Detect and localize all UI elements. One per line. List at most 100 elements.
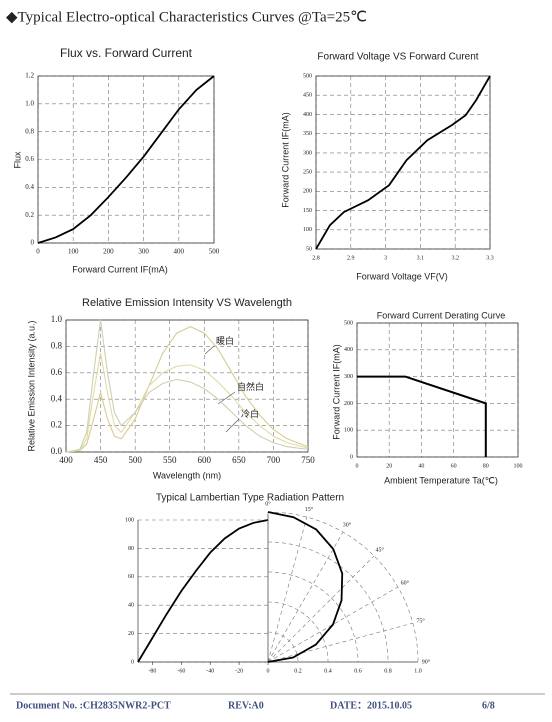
plot-frame bbox=[37, 75, 215, 244]
x-tick-label: 2.9 bbox=[347, 255, 355, 261]
theta-tick-label: 15° bbox=[305, 506, 314, 513]
revision: REV:A0 bbox=[228, 700, 264, 711]
y-tick-label: 0 bbox=[350, 454, 353, 460]
page-number: 6/8 bbox=[482, 700, 495, 711]
x-tick-label: 3.3 bbox=[486, 255, 494, 261]
x-tick-label: 100 bbox=[68, 248, 79, 256]
y-tick-label: 300 bbox=[303, 150, 312, 156]
y-tick-label: 250 bbox=[303, 169, 312, 175]
x-tick-label: 0 bbox=[36, 248, 40, 256]
y-tick-label: 500 bbox=[344, 320, 353, 326]
y-tick-label: 400 bbox=[303, 112, 312, 118]
y-tick-label: 0 bbox=[31, 239, 35, 247]
x-axis-label: Ambient Temperature Ta(℃) bbox=[384, 475, 498, 485]
x-tick-label: 700 bbox=[267, 455, 281, 465]
y-tick-label: 40 bbox=[128, 603, 134, 609]
grid-spoke bbox=[267, 517, 308, 663]
annotation-leader bbox=[225, 418, 240, 433]
data-line bbox=[65, 352, 309, 453]
x-axis-label: Forward Voltage VF(V) bbox=[356, 271, 448, 281]
x-axis-label: Wavelength (nm) bbox=[153, 470, 221, 480]
x-tick-label: 300 bbox=[138, 248, 149, 256]
y-axis-label: Flux bbox=[12, 151, 22, 169]
series-annotation: 自然白 bbox=[237, 381, 264, 392]
x-tick-label: 750 bbox=[301, 455, 315, 465]
theta-tick-label: 30° bbox=[343, 522, 352, 529]
x-tick-label: 80 bbox=[483, 463, 489, 469]
y-tick-label: 300 bbox=[344, 374, 353, 380]
y-tick-label: 100 bbox=[125, 517, 134, 523]
x-tick-label: -80 bbox=[148, 668, 156, 674]
y-tick-label: 20 bbox=[128, 631, 134, 637]
y-tick-label: 0.0 bbox=[51, 446, 63, 456]
grid-spoke bbox=[267, 555, 375, 663]
x-tick-label: 0 bbox=[267, 668, 270, 674]
y-tick-label: 1.2 bbox=[25, 72, 34, 80]
y-tick-label: 400 bbox=[344, 347, 353, 353]
x-tick-label: -40 bbox=[206, 668, 214, 674]
y-tick-label: 450 bbox=[303, 93, 312, 99]
data-line bbox=[137, 519, 269, 663]
y-tick-label: 200 bbox=[303, 189, 312, 195]
data-line bbox=[65, 319, 309, 453]
y-tick-label: 0.2 bbox=[25, 211, 34, 219]
y-tick-label: 0.2 bbox=[51, 420, 62, 430]
y-tick-label: 100 bbox=[303, 227, 312, 233]
grid-spoke bbox=[267, 586, 399, 663]
data-line bbox=[65, 325, 309, 453]
y-tick-label: 0.8 bbox=[51, 340, 63, 350]
y-tick-label: 80 bbox=[128, 546, 134, 552]
document-number: Document No. :CH2835NWR2-PCT bbox=[16, 700, 171, 711]
x-tick-label: 400 bbox=[59, 455, 73, 465]
x-tick-label: 600 bbox=[198, 455, 212, 465]
chart-title: Forward Current Derating Curve bbox=[377, 310, 506, 320]
x-tick-label: 0 bbox=[356, 463, 359, 469]
chart-title: Flux vs. Forward Current bbox=[60, 46, 193, 60]
theta-tick-label: 90° bbox=[422, 658, 431, 665]
grid-arc bbox=[267, 571, 359, 663]
grid-spoke bbox=[267, 622, 413, 663]
chart-title: Relative Emission Intensity VS Wavelengt… bbox=[82, 297, 292, 309]
chart-title: Forward Voltage VS Forward Curent bbox=[317, 52, 478, 63]
x-tick-label: 500 bbox=[209, 248, 220, 256]
y-tick-label: 500 bbox=[303, 73, 312, 79]
data-line bbox=[315, 75, 491, 250]
x-tick-label: 400 bbox=[174, 248, 185, 256]
y-tick-label: 200 bbox=[344, 401, 353, 407]
x-tick-label: 650 bbox=[232, 455, 246, 465]
y-axis-label: Forward Current IF(mA) bbox=[331, 344, 341, 440]
y-tick-label: 100 bbox=[344, 428, 353, 434]
y-tick-label: 0.4 bbox=[51, 393, 63, 403]
theta-tick-label: 75° bbox=[416, 617, 425, 624]
x-tick-label: 200 bbox=[103, 248, 114, 256]
x-tick-label: 20 bbox=[386, 463, 392, 469]
x-tick-label: 100 bbox=[514, 463, 523, 469]
data-line bbox=[37, 75, 215, 244]
y-tick-label: 60 bbox=[128, 574, 134, 580]
theta-tick-label: 60° bbox=[401, 579, 410, 586]
plot-frame bbox=[315, 75, 491, 250]
y-tick-label: 0.6 bbox=[25, 155, 34, 163]
y-axis-label: Forward Current IF(mA) bbox=[280, 112, 290, 208]
theta-tick-label: 45° bbox=[376, 547, 385, 554]
y-tick-label: 150 bbox=[303, 208, 312, 214]
r-tick-label: 0.8 bbox=[384, 668, 392, 674]
theta-tick-label: 0° bbox=[265, 500, 271, 507]
r-tick-label: 0.2 bbox=[294, 668, 302, 674]
y-tick-label: 0.4 bbox=[25, 183, 34, 191]
x-tick-label: 450 bbox=[94, 455, 108, 465]
y-tick-label: 0.8 bbox=[25, 127, 34, 135]
y-axis-label: Relative Emission Intensity (a.u.) bbox=[26, 320, 36, 451]
x-axis-label: Forward Current IF(mA) bbox=[72, 264, 168, 274]
x-tick-label: -20 bbox=[235, 668, 243, 674]
x-tick-label: 40 bbox=[418, 463, 424, 469]
x-tick-label: 550 bbox=[163, 455, 177, 465]
data-line bbox=[357, 375, 487, 457]
y-tick-label: 350 bbox=[303, 131, 312, 137]
x-tick-label: 3.1 bbox=[417, 255, 425, 261]
annotation-leader bbox=[204, 345, 215, 355]
page-title: ◆Typical Electro-optical Characteristics… bbox=[6, 9, 367, 25]
date: DATE：2015.10.05 bbox=[330, 700, 412, 711]
x-tick-label: 60 bbox=[451, 463, 457, 469]
